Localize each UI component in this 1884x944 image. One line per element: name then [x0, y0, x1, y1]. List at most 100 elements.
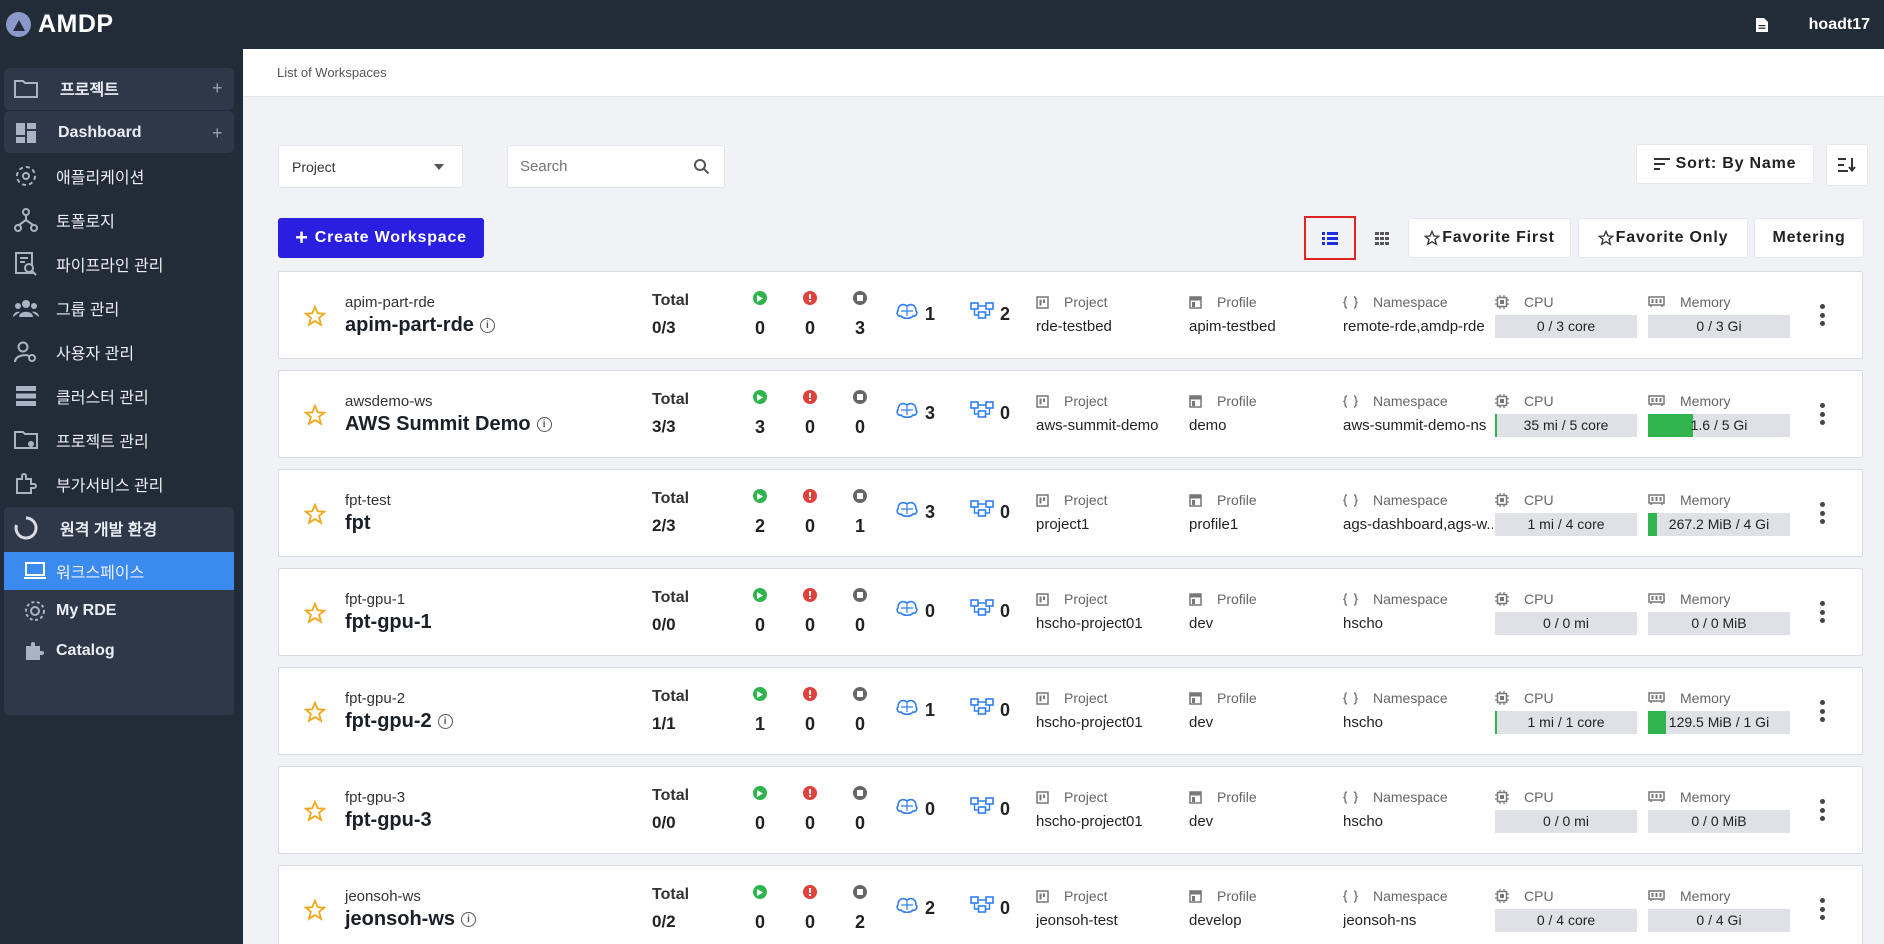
sidebar-item-project-admin[interactable]: 프로젝트 관리 [0, 418, 243, 462]
more-options-icon[interactable] [1819, 898, 1825, 920]
workspace-title[interactable]: apim-part-rde i [345, 314, 495, 337]
fargate-count: 2 [1000, 304, 1011, 324]
workspace-card[interactable]: awsdemo-ws AWS Summit Demo i Total 3/3 3 0 0 3 0 P… [278, 370, 1863, 458]
favorite-first-button[interactable]: Favorite First [1408, 218, 1571, 258]
project-select[interactable]: Project [278, 145, 463, 188]
workspace-card[interactable]: apim-part-rde apim-part-rde i Total 0/3 0 0 3 1 2… [278, 271, 1863, 359]
search-input[interactable] [520, 158, 680, 175]
chevron-down-icon [434, 164, 444, 170]
sidebar-item-project[interactable]: 프로젝트 + [0, 66, 243, 110]
running-icon [753, 786, 767, 800]
breadcrumb[interactable]: List of Workspaces [277, 65, 387, 80]
profile-icon [1189, 295, 1209, 309]
grid-view-toggle[interactable] [1371, 227, 1393, 249]
favorite-star-icon[interactable] [303, 601, 327, 629]
more-options-icon[interactable] [1819, 799, 1825, 821]
workspace-title[interactable]: jeonsoh-ws i [345, 908, 477, 931]
sidebar-item-group[interactable]: 그룹 관리 [0, 286, 243, 330]
workspace-card[interactable]: fpt-gpu-1 fpt-gpu-1 Total 0/0 0 0 0 0 0 Project hs… [278, 568, 1863, 656]
cluster-icon [12, 382, 40, 410]
info-icon[interactable]: i [461, 912, 477, 927]
workspace-card[interactable]: fpt-gpu-3 fpt-gpu-3 Total 0/0 0 0 0 0 0 Project hs… [278, 766, 1863, 854]
search-box[interactable] [507, 145, 725, 188]
running-icon [753, 291, 767, 305]
topology-icon [12, 206, 40, 234]
profile-icon [1189, 889, 1209, 903]
node-count: 1 [925, 304, 936, 324]
dashboard-icon [12, 119, 40, 147]
sidebar-item-topology[interactable]: 토폴로지 [0, 198, 243, 242]
add-project-icon[interactable]: + [212, 77, 223, 98]
workspace-card[interactable]: jeonsoh-ws jeonsoh-ws i Total 0/2 0 0 2 2 0 Projec… [278, 865, 1863, 944]
list-view-toggle[interactable] [1304, 216, 1356, 260]
profile-label: Profile [1189, 492, 1257, 508]
cpu-label: CPU [1495, 393, 1554, 409]
sidebar-subitem-workspace[interactable]: 워크스페이스 [4, 552, 234, 590]
favorite-star-icon[interactable] [303, 898, 327, 926]
workspace-card[interactable]: fpt-gpu-2 fpt-gpu-2 i Total 1/1 1 0 0 1 0 Project h… [278, 667, 1863, 755]
namespace-label: Namespace [1343, 888, 1448, 904]
metering-button[interactable]: Metering [1754, 218, 1864, 258]
total-value: 0/0 [652, 813, 676, 832]
search-icon[interactable] [693, 158, 710, 180]
favorite-star-icon[interactable] [303, 799, 327, 827]
more-options-icon[interactable] [1819, 700, 1825, 722]
application-icon [12, 162, 40, 190]
node-count: 1 [925, 700, 936, 720]
project-label: Project [1036, 492, 1108, 508]
sidebar-item-pipeline[interactable]: 파이프라인 관리 [0, 242, 243, 286]
grid-view-icon [1375, 231, 1389, 245]
sidebar-item-dashboard[interactable]: Dashboard + [0, 111, 243, 155]
memory-value: 1.6 / 5 Gi [1690, 417, 1748, 433]
sort-button[interactable]: Sort: By Name [1636, 144, 1814, 184]
sidebar-group-dashboard [4, 111, 234, 153]
profile-value: develop [1189, 912, 1242, 929]
favorite-star-icon[interactable] [303, 403, 327, 431]
stopped-icon [853, 489, 867, 503]
workspace-card[interactable]: fpt-test fpt Total 2/3 2 0 1 3 0 Project project1 P… [278, 469, 1863, 557]
workspace-title[interactable]: fpt-gpu-1 [345, 611, 432, 634]
workspace-title[interactable]: AWS Summit Demo i [345, 413, 552, 436]
workspace-name: fpt-gpu-3 [345, 809, 432, 831]
more-options-icon[interactable] [1819, 403, 1825, 425]
favorite-only-button[interactable]: Favorite Only [1578, 218, 1748, 258]
sidebar-item-user-admin[interactable]: 사용자 관리 [0, 330, 243, 374]
document-icon[interactable] [1755, 17, 1769, 33]
more-options-icon[interactable] [1819, 304, 1825, 326]
info-icon[interactable]: i [479, 318, 495, 333]
error-count: 0 [804, 813, 815, 833]
stopped-count: 0 [854, 417, 865, 437]
cpu-value: 0 / 0 mi [1543, 813, 1589, 829]
sidebar-subitem-catalog[interactable]: Catalog [4, 632, 234, 670]
favorite-star-icon[interactable] [303, 304, 327, 332]
workspace-title[interactable]: fpt-gpu-2 i [345, 710, 453, 733]
app-logo[interactable]: AMDP [6, 10, 114, 39]
sidebar-item-remote-dev[interactable]: 원격 개발 환경 [0, 506, 243, 550]
project-value: hscho-project01 [1036, 615, 1143, 632]
favorite-star-icon[interactable] [303, 700, 327, 728]
cpu-value: 1 mi / 1 core [1527, 714, 1605, 730]
cpu-label: CPU [1495, 690, 1554, 706]
profile-label: Profile [1189, 690, 1257, 706]
sidebar-subitem-my-rde[interactable]: My RDE [4, 592, 234, 630]
stopped-icon [853, 390, 867, 404]
sort-direction-button[interactable] [1826, 144, 1868, 186]
sidebar-item-cluster[interactable]: 클러스터 관리 [0, 374, 243, 418]
sidebar-item-application[interactable]: 애플리케이션 [0, 154, 243, 198]
workspace-title[interactable]: fpt-gpu-3 [345, 809, 432, 832]
user-name[interactable]: hoadt17 [1808, 15, 1870, 33]
sidebar-item-addon[interactable]: 부가서비스 관리 [0, 462, 243, 506]
create-workspace-button[interactable]: + Create Workspace [278, 218, 484, 258]
more-options-icon[interactable] [1819, 601, 1825, 623]
fargate-count: 0 [1000, 601, 1011, 621]
error-count: 0 [804, 615, 815, 635]
gear-icon [22, 598, 48, 624]
info-icon[interactable]: i [536, 417, 552, 432]
favorite-star-icon[interactable] [303, 502, 327, 530]
total-label: Total [652, 391, 690, 408]
memory-label: Memory [1648, 690, 1731, 706]
add-dashboard-icon[interactable]: + [212, 122, 223, 143]
more-options-icon[interactable] [1819, 502, 1825, 524]
workspace-title[interactable]: fpt [345, 512, 371, 535]
info-icon[interactable]: i [437, 714, 453, 729]
